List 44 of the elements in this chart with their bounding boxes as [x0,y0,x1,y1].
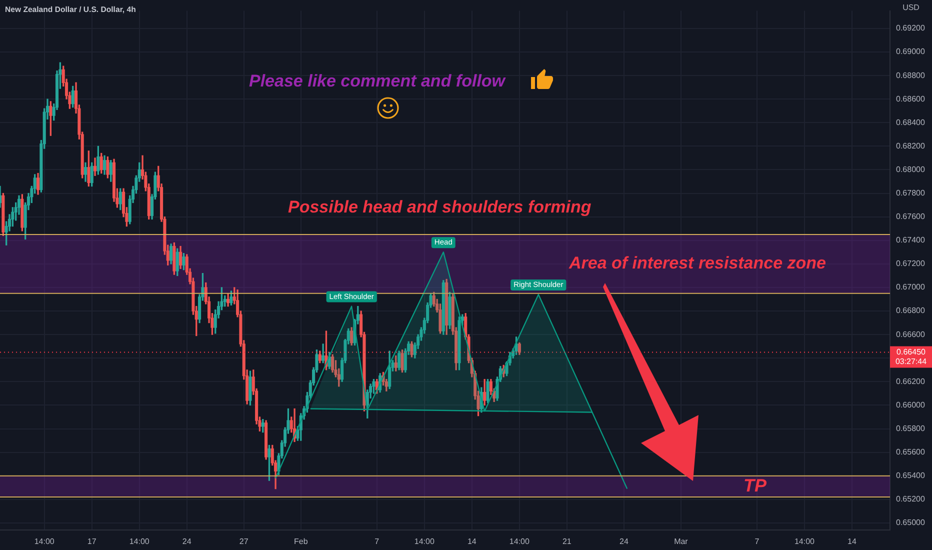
band-label: Area of interest resistance zone [568,254,826,273]
y-tick-label: 0.66800 [896,306,926,316]
x-tick-label: 14:00 [34,537,55,546]
annotation: Possible head and shoulders forming [288,198,592,217]
y-tick-label: 0.67000 [896,282,926,292]
x-tick-label: 7 [374,537,380,546]
x-tick-label: 7 [754,537,760,546]
y-tick-label: 0.67600 [896,212,926,222]
y-tick-label: 0.67200 [896,259,926,268]
y-tick-label: 0.67800 [896,188,926,198]
x-tick-label: Mar [674,537,688,546]
y-tick-label: 0.68200 [896,141,926,150]
y-tick-label: 0.69000 [896,47,926,56]
x-tick-label: 14:00 [129,537,150,546]
x-tick-label: 24 [182,537,192,546]
y-axis-title: USD [902,3,920,12]
y-tick-label: 0.65400 [896,471,926,480]
y-tick-label: 0.66600 [896,330,926,339]
ref-line-label: 0.66450 [896,347,926,356]
x-tick-label: 24 [619,537,629,546]
y-tick-label: 0.67400 [896,236,926,245]
y-tick-label: 0.66000 [896,400,926,410]
x-tick-label: 14 [467,537,477,546]
x-tick-label: 14:00 [414,537,435,546]
y-tick-label: 0.68000 [896,164,926,174]
x-tick-label: 14:00 [794,537,816,546]
y-tick-label: 0.68800 [896,70,926,80]
y-tick-label: 0.65000 [896,518,926,528]
y-tick-label: 0.65800 [896,424,926,433]
y-tick-label: 0.68400 [896,118,926,127]
x-tick-label: Feb [294,537,308,546]
x-tick-label: 21 [562,537,572,546]
y-tick-label: 0.65600 [896,448,926,456]
text: 03:27:44 [895,356,928,366]
x-tick-label: 17 [87,537,97,546]
x-tick-label: 14 [848,537,857,546]
y-tick-label: 0.68600 [896,94,926,104]
x-tick-label: 27 [239,537,249,546]
y-tick-label: 0.69200 [896,24,926,33]
x-tick-label: 14:00 [509,537,530,546]
annotation: Please like comment and follow [249,72,507,91]
y-tick-label: 0.66200 [896,376,926,386]
y-tick-label: 0.65200 [896,494,926,504]
band-label: TP [743,475,768,496]
